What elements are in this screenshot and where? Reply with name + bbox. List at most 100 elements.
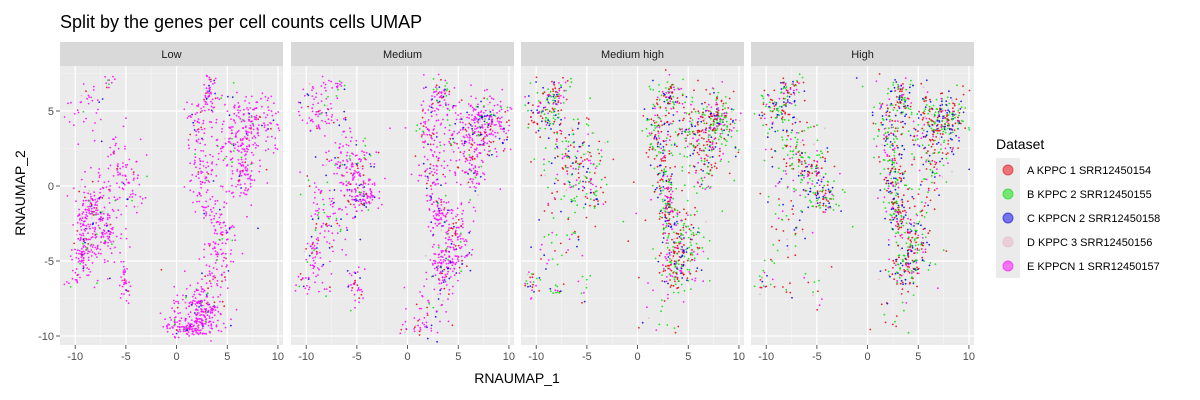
data-point	[384, 177, 386, 180]
data-point	[353, 283, 356, 286]
data-point	[83, 191, 85, 194]
data-point	[545, 124, 548, 126]
data-point	[94, 234, 97, 237]
data-point	[439, 320, 441, 323]
data-point	[676, 145, 678, 148]
data-point	[651, 145, 654, 148]
data-point	[484, 118, 487, 120]
data-point	[77, 111, 80, 114]
data-point	[239, 117, 242, 120]
data-point	[464, 239, 467, 241]
data-point	[416, 124, 419, 127]
data-point	[439, 144, 442, 147]
data-point	[432, 78, 435, 80]
data-point	[122, 165, 124, 168]
data-point	[529, 281, 532, 283]
data-point	[241, 148, 244, 150]
data-point	[727, 107, 730, 109]
data-point	[712, 119, 715, 121]
data-point	[527, 285, 529, 288]
data-point	[389, 127, 391, 130]
data-point	[451, 240, 454, 243]
data-point	[212, 321, 215, 324]
data-point	[325, 295, 327, 298]
data-point	[443, 150, 445, 152]
data-point	[242, 137, 244, 140]
data-point	[260, 97, 262, 100]
data-point	[437, 108, 440, 111]
data-point	[888, 201, 891, 204]
data-point	[270, 95, 273, 98]
data-point	[498, 120, 501, 123]
data-point	[222, 188, 225, 191]
data-point	[474, 125, 477, 128]
data-point	[569, 85, 571, 88]
data-point	[83, 252, 86, 255]
data-point	[890, 126, 893, 129]
data-point	[195, 317, 198, 320]
data-point	[240, 187, 243, 189]
data-point	[700, 168, 703, 171]
data-point	[675, 187, 678, 190]
data-point	[323, 211, 326, 214]
data-point	[457, 114, 459, 116]
data-point	[532, 112, 534, 114]
data-point	[210, 109, 213, 112]
data-point	[212, 278, 215, 281]
data-point	[444, 216, 447, 218]
data-point	[89, 193, 92, 196]
data-point	[214, 309, 217, 311]
data-point	[332, 212, 335, 215]
data-point	[80, 219, 83, 222]
data-point	[217, 243, 220, 246]
data-point	[669, 205, 671, 207]
data-point	[82, 240, 85, 242]
data-point	[483, 105, 485, 107]
data-point	[730, 129, 733, 132]
data-point	[668, 139, 671, 141]
data-point	[122, 182, 125, 185]
data-point	[460, 217, 463, 220]
data-point	[732, 127, 735, 129]
data-point	[564, 81, 567, 84]
data-point	[197, 103, 200, 106]
data-point	[306, 122, 309, 124]
data-point	[445, 242, 447, 244]
data-point	[329, 215, 332, 218]
data-point	[700, 115, 703, 118]
data-point	[447, 229, 450, 232]
data-point	[191, 304, 193, 306]
data-point	[360, 158, 362, 161]
data-point	[128, 158, 131, 161]
data-point	[668, 88, 670, 91]
data-point	[667, 196, 669, 199]
data-point	[248, 145, 251, 148]
data-point	[560, 130, 563, 133]
data-point	[313, 182, 316, 184]
data-point	[193, 119, 196, 122]
data-point	[587, 167, 589, 170]
data-point	[432, 129, 435, 131]
data-point	[332, 250, 334, 253]
data-point	[199, 160, 202, 163]
data-point	[208, 272, 211, 275]
data-point	[893, 106, 896, 109]
data-point	[311, 85, 314, 88]
data-point	[676, 287, 679, 290]
data-point	[664, 195, 667, 197]
data-point	[508, 119, 510, 122]
data-point	[690, 143, 693, 145]
data-point	[87, 259, 90, 262]
data-point	[488, 122, 491, 125]
data-point	[96, 256, 98, 258]
data-point	[681, 169, 684, 172]
data-point	[121, 181, 123, 184]
data-point	[561, 157, 564, 159]
data-point	[484, 109, 487, 112]
data-point	[99, 252, 102, 255]
data-point	[109, 164, 112, 167]
data-point	[349, 140, 352, 143]
data-point	[731, 121, 734, 123]
data-point	[506, 138, 508, 141]
data-point	[313, 98, 315, 100]
